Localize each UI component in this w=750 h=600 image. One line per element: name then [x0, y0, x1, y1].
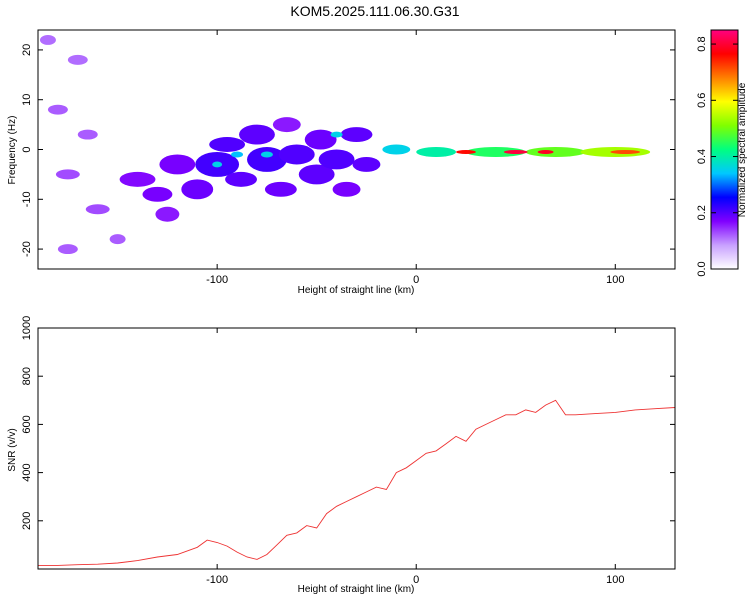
y-tick-label: 20 [21, 44, 33, 56]
snr-y-axis-label: SNR (v/v) [7, 428, 18, 471]
spectral-blob [212, 161, 223, 168]
y-tick-label: 800 [21, 367, 33, 385]
x-tick-label: -100 [206, 274, 228, 286]
colorbar-label: Normalized spectral amplitude [737, 82, 748, 217]
spectral-blob [610, 149, 641, 154]
spectral-blob [340, 127, 373, 143]
spectral-blob [332, 181, 361, 197]
y-tick-label: 600 [21, 415, 33, 433]
spectral-blob [416, 147, 457, 157]
colorbar-tick-label: 0.4 [696, 149, 708, 164]
y-tick-label: 400 [21, 463, 33, 481]
spectral-blob [264, 181, 297, 197]
snr-x-axis-label: Height of straight line (km) [298, 584, 415, 595]
y-tick-label: -10 [21, 191, 33, 207]
snr-series-line [38, 399, 675, 566]
spectral-blob [77, 129, 98, 140]
spectral-blob [272, 117, 301, 133]
y-tick-label: 10 [21, 94, 33, 106]
spectral-blob [181, 179, 214, 200]
spectrogram-y-axis-label: Frequency (Hz) [7, 116, 18, 185]
y-tick-label: 200 [21, 512, 33, 530]
spectral-blob [155, 206, 180, 222]
spectral-blob [231, 151, 244, 158]
spectral-blob [537, 149, 554, 154]
colorbar-tick-label: 0.6 [696, 93, 708, 108]
spectral-blob [503, 149, 528, 154]
x-tick-label: 100 [606, 274, 624, 286]
spectral-blob [330, 131, 343, 138]
colorbar: 0.0 0.2 0.4 0.6 0.8 Normalized spectral ampl… [696, 29, 748, 277]
spectral-blob [382, 144, 411, 155]
colorbar-tick-label: 0.2 [696, 205, 708, 220]
y-tick-label: 1000 [21, 316, 33, 340]
spectrogram-x-axis-label: Height of straight line (km) [298, 285, 415, 296]
figure-title: KOM5.2025.111.06.30.G31 [290, 3, 459, 19]
spectral-blob [247, 147, 287, 172]
spectral-blob [352, 156, 381, 172]
spectral-blob [67, 54, 88, 65]
spectral-blob [85, 204, 110, 215]
colorbar-tick-label: 0.0 [696, 261, 708, 276]
y-tick-label: -20 [21, 241, 33, 257]
spectral-blob [318, 149, 355, 170]
spectral-blob [209, 137, 246, 152]
spectral-blob [465, 147, 526, 157]
spectral-blob [239, 124, 275, 145]
x-tick-label: 100 [606, 574, 624, 586]
y-tick-label: 0 [21, 146, 33, 152]
spectral-blob [109, 234, 126, 245]
spectral-blob [278, 144, 315, 165]
spectral-blob [55, 169, 80, 180]
spectral-blob [142, 186, 173, 202]
spectral-blob [39, 34, 56, 45]
x-tick-label: 0 [413, 574, 419, 586]
spectral-blob [298, 164, 335, 185]
x-tick-label: -100 [206, 574, 228, 586]
x-tick-label: 0 [413, 274, 419, 286]
spectral-blob [260, 151, 273, 158]
spectral-blob [456, 149, 476, 154]
spectral-blob [57, 244, 78, 255]
snr-frame [37, 327, 676, 570]
spectral-blob [304, 129, 337, 150]
colorbar-tick-label: 0.8 [696, 36, 708, 51]
colorbar-gradient [710, 29, 739, 270]
spectral-blob [225, 171, 257, 187]
spectral-blob [119, 171, 156, 187]
spectral-blob [159, 154, 196, 175]
spectral-blob [525, 147, 586, 157]
spectral-blob [47, 104, 68, 115]
snr-panel: -100 0 100 200 400 600 800 1000 Height of strai… [7, 316, 676, 595]
